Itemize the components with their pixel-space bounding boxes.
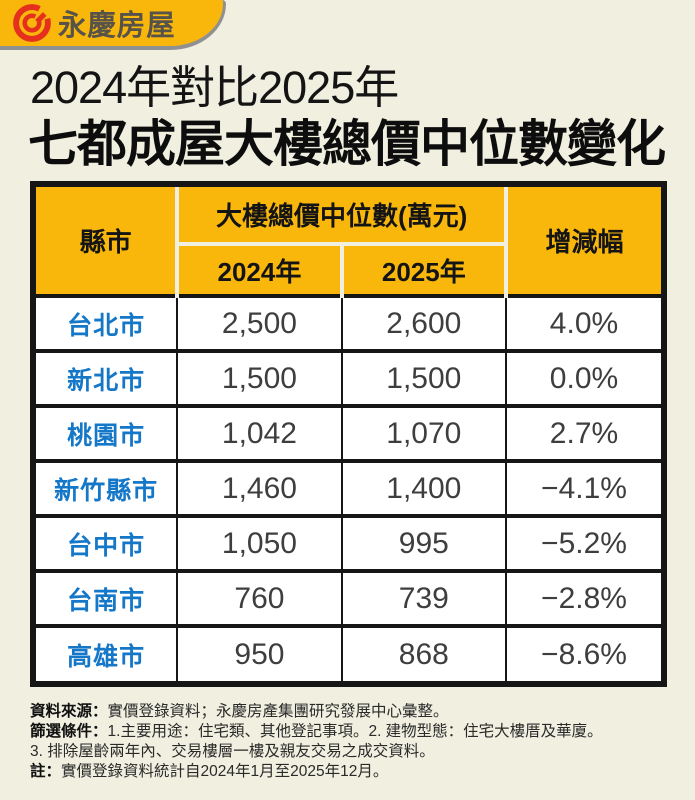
city-cell: 新竹縣市: [36, 459, 179, 516]
footnote-text: 實價登錄資料；永慶房產集團研究發展中心彙整。: [107, 703, 449, 720]
change-cell: 2.7%: [506, 404, 661, 461]
col-header-change: 增減幅: [504, 187, 661, 296]
col-header-2024: 2024年: [177, 244, 344, 296]
brand-badge: 永慶房屋: [0, 0, 226, 50]
footnote-label: 註：: [30, 763, 62, 780]
table-row: 新竹縣市 1,460 1,400 −4.1%: [36, 459, 661, 516]
footnote-text: 3. 排除屋齡兩年內、交易樓層一樓及親友交易之成交資料。: [30, 743, 435, 760]
table-row: 台中市 1,050 995 −5.2%: [36, 514, 661, 571]
col-header-2025: 2025年: [341, 244, 506, 296]
footnote-line: 註：實價登錄資料統計自2024年1月至2025年12月。: [30, 762, 671, 782]
price-2024-cell: 2,500: [177, 294, 343, 351]
price-2024-cell: 1,042: [177, 404, 343, 461]
footnote-text: 1.主要用途：住宅類、其他登記事項。2. 建物型態：住宅大樓厝及華廈。: [107, 723, 603, 740]
city-cell: 桃園市: [36, 404, 179, 461]
city-cell: 台南市: [36, 569, 179, 626]
city-cell: 台中市: [36, 514, 179, 571]
price-2025-cell: 2,600: [341, 294, 508, 351]
price-2025-cell: 1,500: [341, 349, 508, 406]
footnote-label: 資料來源：: [30, 703, 108, 720]
price-2025-cell: 1,070: [341, 404, 508, 461]
city-cell: 高雄市: [36, 624, 179, 681]
footnotes: 資料來源：實價登錄資料；永慶房產集團研究發展中心彙整。 篩選條件：1.主要用途：住…: [30, 702, 671, 782]
table-row: 高雄市 950 868 −8.6%: [36, 624, 661, 681]
footnote-label: 篩選條件：: [30, 723, 108, 740]
col-header-price-group: 大樓總價中位數(萬元): [177, 187, 506, 246]
title-main: 七都成屋大樓總價中位數變化: [28, 116, 666, 172]
brand-name: 永慶房屋: [58, 10, 176, 42]
footnote-text: 實價登錄資料統計自2024年1月至2025年12月。: [61, 763, 389, 780]
change-cell: −8.6%: [506, 624, 661, 681]
change-cell: −5.2%: [506, 514, 661, 571]
price-2024-cell: 760: [177, 569, 343, 626]
change-cell: 4.0%: [506, 294, 661, 351]
change-cell: 0.0%: [506, 349, 661, 406]
price-table: 縣市 大樓總價中位數(萬元) 增減幅 2024年 2025年 台北市 2,500…: [30, 181, 667, 687]
price-2025-cell: 995: [341, 514, 508, 571]
table-header: 縣市 大樓總價中位數(萬元) 增減幅 2024年 2025年: [36, 187, 661, 296]
price-2024-cell: 1,500: [177, 349, 343, 406]
footnote-line: 資料來源：實價登錄資料；永慶房產集團研究發展中心彙整。: [30, 702, 671, 722]
table-row: 新北市 1,500 1,500 0.0%: [36, 349, 661, 406]
price-2025-cell: 1,400: [341, 459, 508, 516]
table-body: 台北市 2,500 2,600 4.0% 新北市 1,500 1,500 0.0…: [36, 294, 661, 681]
city-cell: 新北市: [36, 349, 179, 406]
col-header-city: 縣市: [36, 187, 180, 296]
table-row: 台北市 2,500 2,600 4.0%: [36, 294, 661, 351]
table-row: 台南市 760 739 −2.8%: [36, 569, 661, 626]
footnote-line: 篩選條件：1.主要用途：住宅類、其他登記事項。2. 建物型態：住宅大樓厝及華廈。: [30, 722, 671, 742]
price-2025-cell: 868: [341, 624, 508, 681]
infographic-page: 永慶房屋 2024年對比2025年 七都成屋大樓總價中位數變化 縣市 大樓總價中…: [0, 0, 671, 782]
title-subtitle: 2024年對比2025年: [30, 62, 399, 113]
price-2024-cell: 1,050: [177, 514, 343, 571]
price-2024-cell: 1,460: [177, 459, 343, 516]
table-row: 桃園市 1,042 1,070 2.7%: [36, 404, 661, 461]
change-cell: −2.8%: [506, 569, 661, 626]
city-cell: 台北市: [36, 294, 179, 351]
price-table-grid: 縣市 大樓總價中位數(萬元) 增減幅 2024年 2025年 台北市 2,500…: [36, 187, 661, 681]
yungching-logo-icon: [12, 3, 55, 43]
price-2025-cell: 739: [341, 569, 508, 626]
change-cell: −4.1%: [506, 459, 661, 516]
footnote-line: 3. 排除屋齡兩年內、交易樓層一樓及親友交易之成交資料。: [30, 742, 671, 762]
price-2024-cell: 950: [177, 624, 343, 681]
